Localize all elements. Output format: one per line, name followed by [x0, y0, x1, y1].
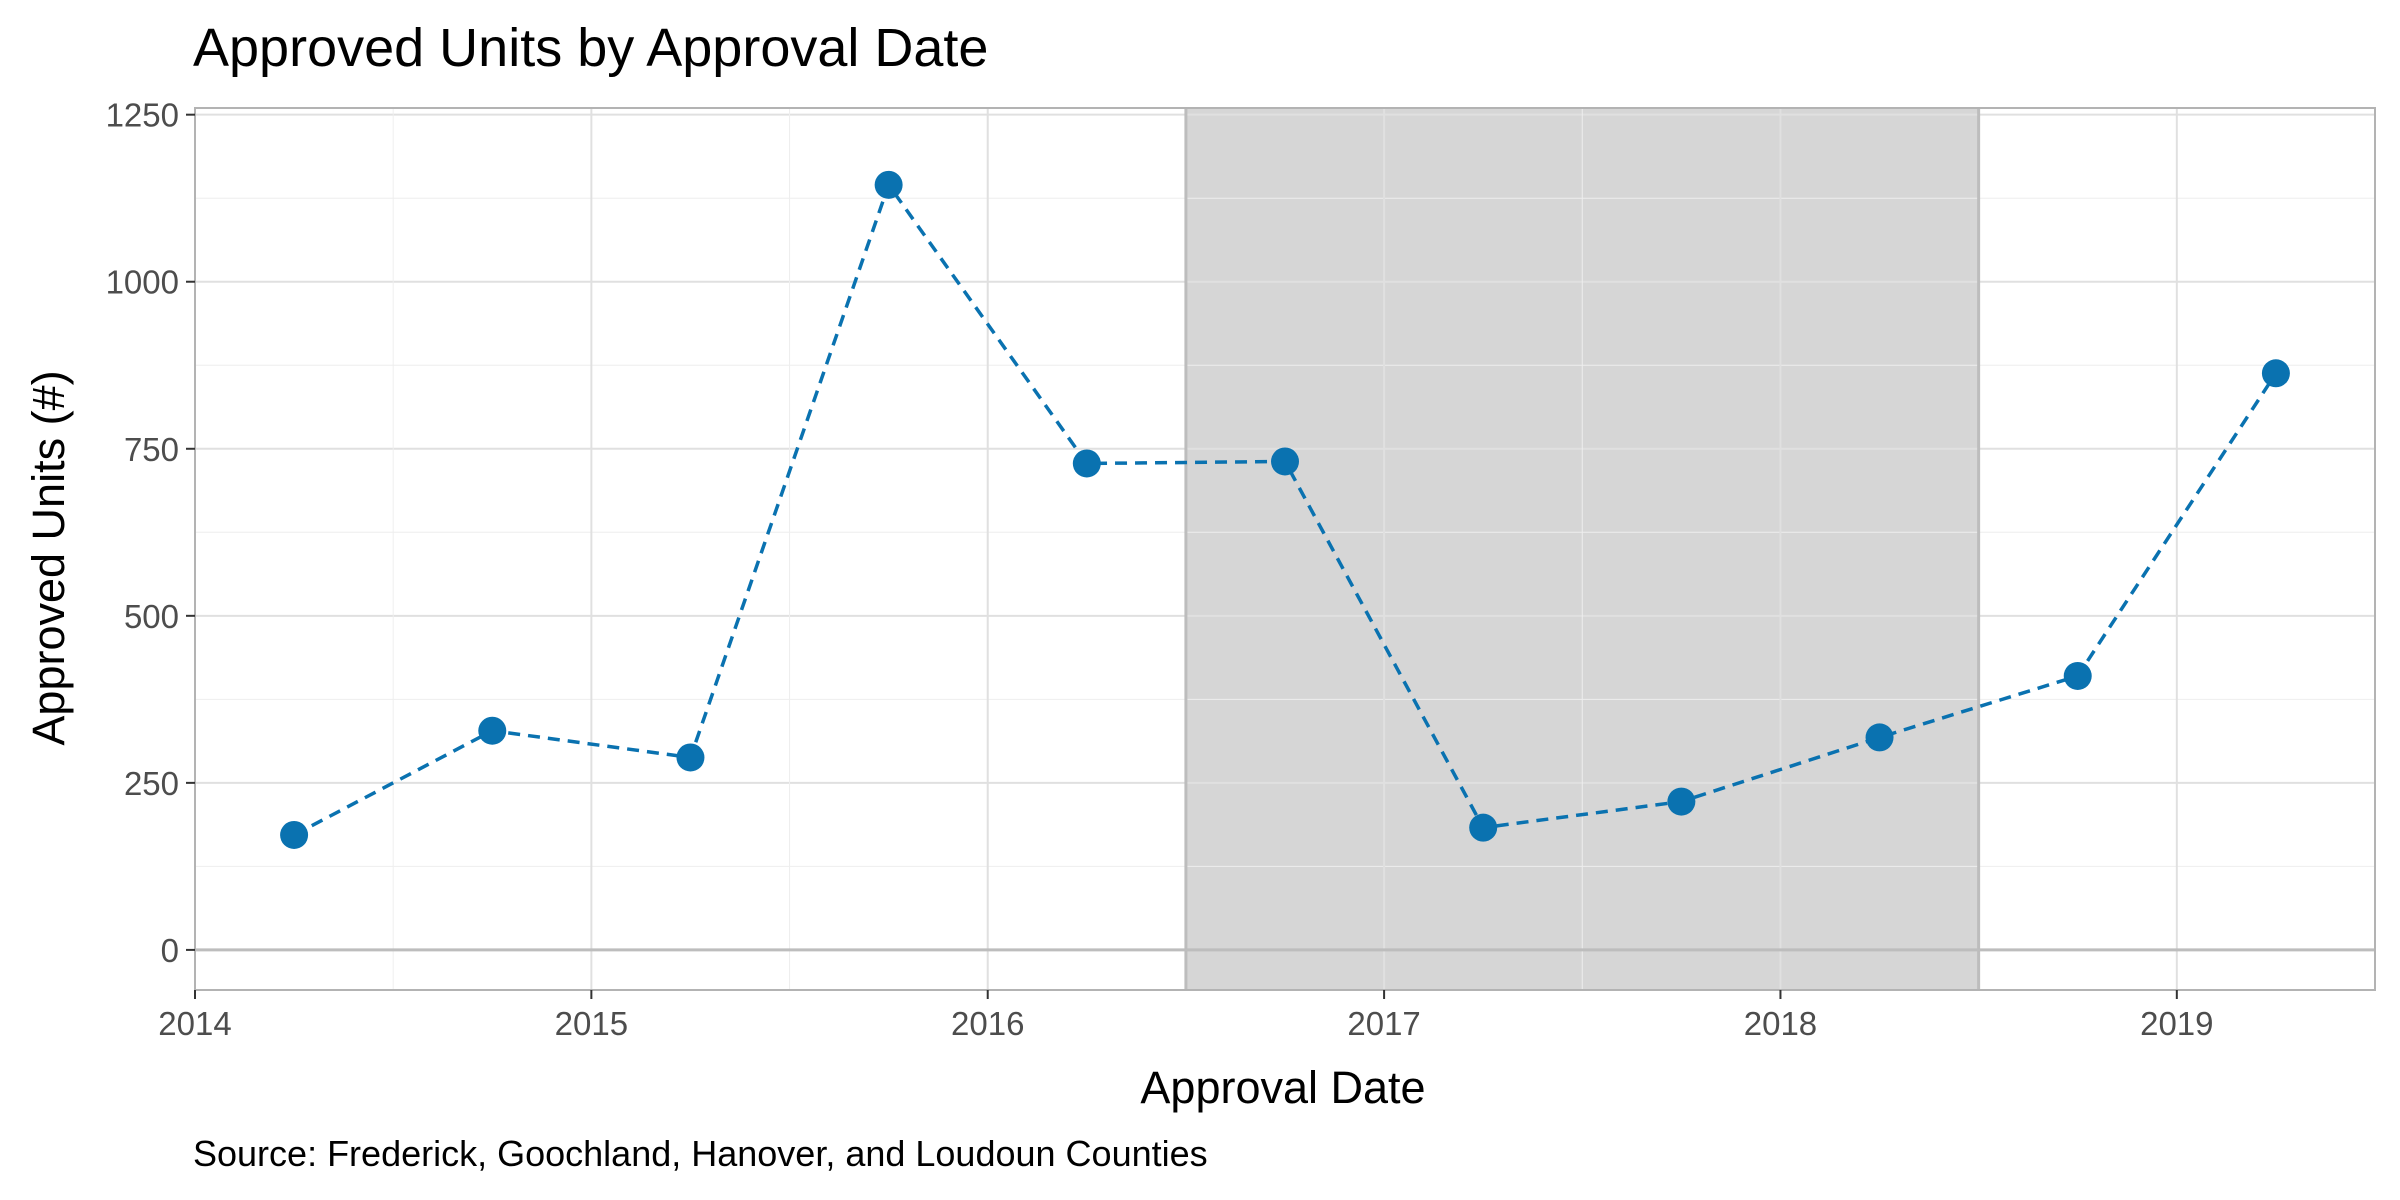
- data-point: [1072, 449, 1101, 478]
- data-point: [478, 716, 507, 745]
- x-axis-ticks: 2014 2015 2016 2017 2018 2019: [158, 990, 2214, 1042]
- x-tick-label: 2016: [951, 1005, 1024, 1042]
- chart-title: Approved Units by Approval Date: [193, 18, 988, 78]
- y-axis-ticks: 0 250 500 750 1000 1250: [106, 97, 195, 969]
- y-tick-label: 750: [124, 431, 179, 468]
- y-axis-label: Approved Units (#): [23, 370, 74, 745]
- y-tick-label: 1000: [106, 264, 179, 301]
- y-tick-label: 500: [124, 598, 179, 635]
- data-point: [1667, 787, 1696, 816]
- x-tick-label: 2018: [1744, 1005, 1817, 1042]
- data-point: [1469, 813, 1498, 842]
- data-point: [874, 170, 903, 199]
- x-tick-label: 2019: [2140, 1005, 2213, 1042]
- zero-baseline: [195, 108, 2375, 990]
- source-caption: Source: Frederick, Goochland, Hanover, a…: [193, 1133, 1208, 1174]
- data-point: [280, 820, 309, 849]
- x-tick-label: 2015: [555, 1005, 628, 1042]
- x-tick-label: 2017: [1347, 1005, 1420, 1042]
- data-series: [280, 170, 2290, 849]
- data-point: [1271, 447, 1299, 476]
- data-point: [1865, 723, 1894, 752]
- data-point: [2063, 661, 2092, 690]
- y-tick-label: 0: [161, 932, 179, 969]
- y-tick-label: 250: [124, 765, 179, 802]
- data-point: [676, 743, 705, 772]
- grid-lines: [194, 108, 2375, 990]
- y-tick-label: 1250: [106, 97, 179, 134]
- x-axis-label: Approval Date: [1140, 1062, 1425, 1113]
- plot-panel-border: [194, 107, 2376, 991]
- data-point: [2261, 359, 2290, 388]
- x-tick-label: 2014: [158, 1005, 231, 1042]
